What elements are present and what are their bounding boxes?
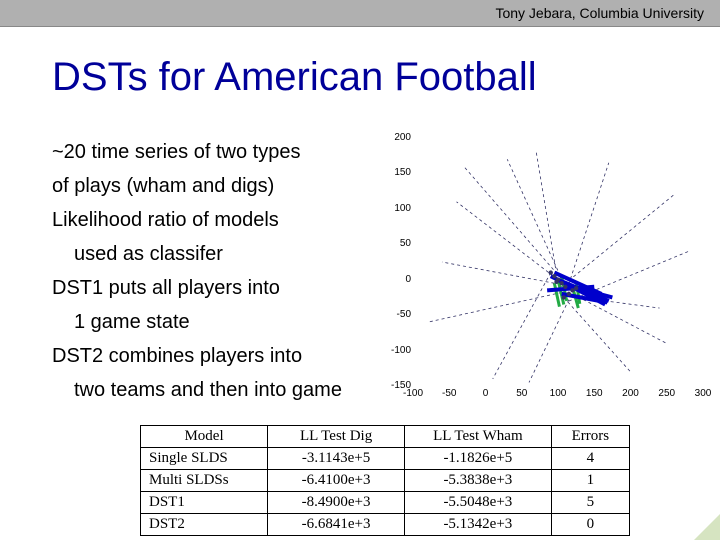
- header-bar: Tony Jebara, Columbia University: [0, 0, 720, 27]
- x-tick-label: 0: [471, 388, 501, 399]
- bullet-list: ~20 time series of two types of plays (w…: [52, 135, 342, 407]
- cell: Single SLDS: [141, 448, 268, 470]
- cell: DST1: [141, 492, 268, 514]
- cell: DST2: [141, 514, 268, 536]
- x-tick-label: 200: [616, 388, 646, 399]
- bullet-line: 1 game state: [52, 305, 342, 339]
- x-tick-label: 250: [652, 388, 682, 399]
- y-tick-label: -100: [383, 345, 411, 356]
- x-tick-label: 300: [688, 388, 718, 399]
- cell: 0: [551, 514, 629, 536]
- table-row: Multi SLDSs -6.4100e+3 -5.3838e+3 1: [141, 470, 630, 492]
- chart-svg: [413, 138, 703, 386]
- col-lldig: LL Test Dig: [268, 426, 405, 448]
- cell: -8.4900e+3: [268, 492, 405, 514]
- bullet-line: of plays (wham and digs): [52, 175, 274, 197]
- x-tick-label: 100: [543, 388, 573, 399]
- header-text: Tony Jebara, Columbia University: [495, 5, 704, 21]
- y-tick-label: 0: [383, 274, 411, 285]
- x-tick-label: -50: [434, 388, 464, 399]
- y-tick-label: 100: [383, 203, 411, 214]
- y-tick-label: 50: [383, 238, 411, 249]
- cell: -5.3838e+3: [405, 470, 552, 492]
- bullet-line: ~20 time series of two types: [52, 141, 300, 163]
- cell: -1.1826e+5: [405, 448, 552, 470]
- y-tick-label: 150: [383, 167, 411, 178]
- cell: 5: [551, 492, 629, 514]
- page-curl-icon: [694, 514, 720, 540]
- bullet-line: two teams and then into game: [52, 373, 342, 407]
- cell: -6.4100e+3: [268, 470, 405, 492]
- cell: -6.6841e+3: [268, 514, 405, 536]
- table-row: DST1 -8.4900e+3 -5.5048e+3 5: [141, 492, 630, 514]
- x-tick-label: 150: [579, 388, 609, 399]
- bullet-line: DST1 puts all players into: [52, 277, 280, 299]
- col-model: Model: [141, 426, 268, 448]
- cell: -5.1342e+3: [405, 514, 552, 536]
- x-tick-label: 50: [507, 388, 537, 399]
- results-table: Model LL Test Dig LL Test Wham Errors Si…: [140, 425, 630, 536]
- cell: Multi SLDSs: [141, 470, 268, 492]
- y-tick-label: 200: [383, 132, 411, 143]
- y-tick-label: -50: [383, 309, 411, 320]
- table-row: Single SLDS -3.1143e+5 -1.1826e+5 4: [141, 448, 630, 470]
- table-row: DST2 -6.6841e+3 -5.1342e+3 0: [141, 514, 630, 536]
- page-title: DSTs for American Football: [52, 55, 537, 100]
- cell: 1: [551, 470, 629, 492]
- cell: -3.1143e+5: [268, 448, 405, 470]
- bullet-line: used as classifer: [52, 237, 342, 271]
- trajectory-chart: -150-100-50050100150200-100-500501001502…: [385, 138, 705, 398]
- bullet-line: DST2 combines players into: [52, 345, 302, 367]
- cell: -5.5048e+3: [405, 492, 552, 514]
- cell: 4: [551, 448, 629, 470]
- results-table-wrap: Model LL Test Dig LL Test Wham Errors Si…: [140, 425, 630, 536]
- col-llwham: LL Test Wham: [405, 426, 552, 448]
- x-tick-label: -100: [398, 388, 428, 399]
- table-header-row: Model LL Test Dig LL Test Wham Errors: [141, 426, 630, 448]
- bullet-line: Likelihood ratio of models: [52, 209, 279, 231]
- col-errors: Errors: [551, 426, 629, 448]
